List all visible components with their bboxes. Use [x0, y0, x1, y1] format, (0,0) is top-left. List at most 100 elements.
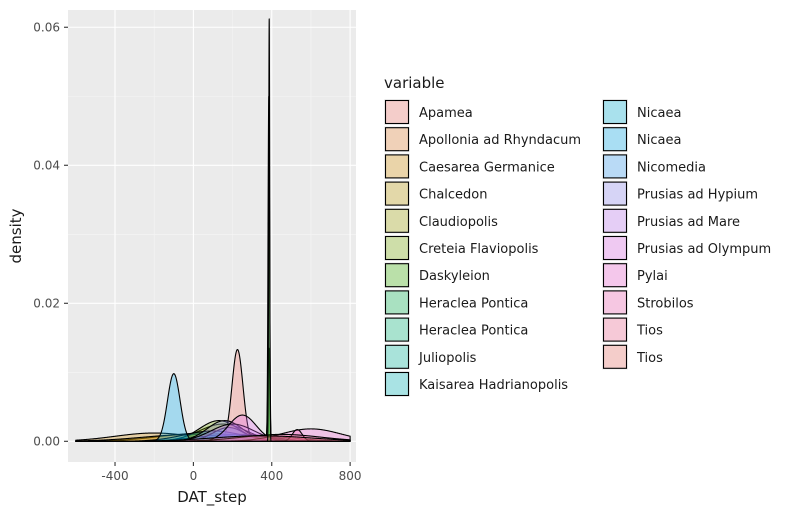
- legend-label: Heraclea Pontica: [419, 324, 528, 339]
- legend-item: Nicaea: [602, 99, 681, 125]
- legend-item: Prusias ad Mare: [602, 207, 740, 234]
- legend-item: Heraclea Pontica: [384, 289, 528, 316]
- legend-title: variable: [384, 74, 445, 92]
- legend-item: Caesarea Germanice: [384, 153, 555, 180]
- y-tick-label: 0.00: [33, 434, 60, 448]
- legend-label: Strobilos: [637, 296, 694, 311]
- legend-swatch: [384, 99, 410, 125]
- legend-key-background: [384, 316, 410, 343]
- y-tick-label: 0.04: [33, 158, 60, 172]
- legend-swatch: [602, 127, 628, 152]
- legend-key-background: [602, 343, 628, 370]
- legend-swatch: [384, 154, 410, 179]
- legend-swatch: [602, 99, 628, 125]
- legend-swatch: [384, 317, 410, 342]
- legend-swatch: [602, 235, 628, 261]
- legend-swatch: [384, 208, 410, 233]
- y-tick-label: 0.02: [33, 296, 60, 310]
- legend-swatch: [384, 344, 410, 369]
- legend-key-background: [602, 262, 628, 289]
- x-tick-label: 800: [339, 469, 362, 483]
- legend-key-background: [602, 153, 628, 180]
- legend-label: Daskyleion: [419, 269, 490, 284]
- x-tick-label: 400: [260, 469, 283, 483]
- legend-item: Tios: [602, 316, 663, 343]
- legend-swatch: [602, 181, 628, 206]
- legend-swatch: [384, 290, 410, 315]
- legend-swatch: [384, 127, 410, 152]
- axis-ticks: [64, 26, 351, 466]
- legend-key-background: [384, 99, 410, 125]
- legend-item: Nicomedia: [602, 153, 706, 180]
- density-curve-spike: [75, 18, 351, 442]
- y-tick-labels: 0.00 0.02 0.04 0.06: [33, 20, 60, 448]
- legend-label: Tios: [636, 351, 663, 366]
- legend-label: Apamea: [419, 106, 473, 121]
- legend-item: Creteia Flaviopolis: [384, 235, 539, 261]
- legend-swatch: [602, 344, 628, 369]
- legend-item: Prusias ad Hypium: [602, 180, 758, 207]
- legend-item: Nicaea: [602, 126, 681, 153]
- minor-gridlines: [68, 10, 356, 462]
- legend-item: Juliopolis: [384, 343, 477, 370]
- legend-label: Prusias ad Hypium: [637, 188, 758, 203]
- legend-label: Juliopolis: [418, 351, 477, 366]
- legend-key-background: [384, 180, 410, 207]
- legend-key-background: [384, 343, 410, 370]
- legend-label: Nicaea: [637, 106, 681, 121]
- legend-key-background: [602, 235, 628, 261]
- y-tick-label: 0.06: [33, 20, 60, 34]
- legend-key-background: [384, 289, 410, 316]
- legend-item: Tios: [602, 343, 663, 370]
- legend-item: Strobilos: [602, 289, 694, 316]
- legend-label: Nicaea: [637, 133, 681, 148]
- x-tick-label: -400: [101, 469, 128, 483]
- y-axis-title: density: [7, 208, 25, 263]
- legend-item: Apamea: [384, 99, 473, 125]
- legend-key-background: [602, 289, 628, 316]
- legend-key-background: [602, 126, 628, 153]
- legend-key-background: [384, 126, 410, 153]
- density-curves: [75, 18, 351, 442]
- legend-item: Apollonia ad Rhyndacum: [384, 126, 581, 153]
- legend-label: Claudiopolis: [419, 215, 498, 230]
- legend-item: Chalcedon: [384, 180, 488, 207]
- legend-key-background: [602, 99, 628, 125]
- x-tick-label: 0: [190, 469, 198, 483]
- legend-label: Prusias ad Mare: [637, 215, 740, 230]
- legend-item: Heraclea Pontica: [384, 316, 528, 343]
- legend-swatch: [384, 371, 410, 397]
- legend-swatch: [602, 317, 628, 342]
- legend-swatch: [602, 154, 628, 179]
- legend-key-background: [602, 207, 628, 234]
- legend-key-background: [384, 235, 410, 261]
- legend-item: Claudiopolis: [384, 207, 498, 234]
- legend-key-background: [384, 207, 410, 234]
- legend-key-background: [384, 371, 410, 397]
- legend-label: Chalcedon: [419, 188, 488, 203]
- legend-label: Heraclea Pontica: [419, 296, 528, 311]
- legend-swatch: [602, 290, 628, 315]
- legend-label: Pylai: [637, 269, 668, 284]
- legend-label: Apollonia ad Rhyndacum: [419, 133, 581, 148]
- x-axis-title: DAT_step: [177, 488, 247, 507]
- legend: variable Apamea Apollonia ad Rhyndacum Cae…: [384, 74, 771, 397]
- legend-swatch: [602, 263, 628, 288]
- legend-swatch: [384, 263, 410, 288]
- legend-label: Creteia Flaviopolis: [419, 242, 539, 257]
- legend-key-background: [384, 153, 410, 180]
- legend-item: Pylai: [602, 262, 668, 289]
- legend-label: Prusias ad Olympum: [637, 242, 771, 257]
- legend-item: Prusias ad Olympum: [602, 235, 771, 261]
- legend-swatch: [602, 208, 628, 233]
- legend-label: Kaisarea Hadrianopolis: [419, 378, 568, 393]
- legend-label: Caesarea Germanice: [419, 160, 555, 175]
- legend-label: Tios: [636, 324, 663, 339]
- plot-panel: [68, 10, 356, 462]
- legend-swatch: [384, 181, 410, 206]
- legend-item: Daskyleion: [384, 262, 490, 289]
- legend-label: Nicomedia: [637, 160, 706, 175]
- x-tick-labels: -400 0 400 800: [101, 469, 361, 483]
- legend-swatch: [384, 235, 410, 261]
